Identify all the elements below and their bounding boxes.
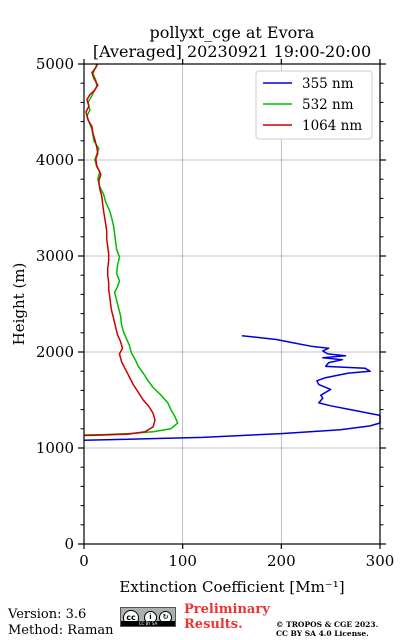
legend-label: 1064 nm bbox=[302, 118, 362, 134]
preliminary-line-2: Results. bbox=[184, 617, 243, 632]
y-tick-label: 2000 bbox=[36, 343, 74, 361]
x-tick-label: 100 bbox=[168, 552, 197, 570]
y-tick-label: 1000 bbox=[36, 439, 74, 457]
x-tick-label: 200 bbox=[267, 552, 296, 570]
legend: 355 nm 532 nm 1064 nm bbox=[255, 70, 373, 140]
preliminary-line-1: Preliminary bbox=[184, 602, 270, 617]
y-tick-label: 4000 bbox=[36, 151, 74, 169]
copyright-line-2: CC BY SA 4.0 License. bbox=[276, 629, 369, 638]
method-text: Method: Raman bbox=[8, 623, 114, 638]
preliminary-results-note: Preliminary Results. bbox=[184, 602, 270, 632]
chart-title: pollyxt_cge at Evora bbox=[150, 23, 315, 42]
legend-box bbox=[255, 70, 373, 140]
extinction-profile-chart: pollyxt_cge at Evora [Averaged] 20230921… bbox=[10, 23, 395, 596]
x-axis-label: Extinction Coefficient [Mm⁻¹] bbox=[119, 578, 344, 596]
series-line-1064-nm bbox=[83, 63, 156, 437]
footer-info: Version: 3.6 Method: Raman bbox=[8, 607, 114, 639]
copyright-line-1: © TROPOS & CGE 2023. bbox=[276, 620, 379, 629]
y-tick-label: 3000 bbox=[36, 247, 74, 265]
y-tick-label: 5000 bbox=[36, 55, 74, 73]
x-tick-label: 300 bbox=[366, 552, 395, 570]
plot-frame bbox=[83, 63, 381, 545]
license-badge-text: CC BY SA bbox=[121, 621, 175, 626]
y-tick-label: 0 bbox=[64, 535, 74, 553]
x-tick-label: 0 bbox=[79, 552, 89, 570]
version-text: Version: 3.6 bbox=[8, 607, 87, 622]
legend-label: 532 nm bbox=[302, 97, 354, 113]
legend-label: 355 nm bbox=[302, 76, 354, 92]
y-axis-label: Height (m) bbox=[10, 263, 28, 346]
copyright-notice: © TROPOS & CGE 2023. CC BY SA 4.0 Licens… bbox=[276, 620, 378, 638]
cc-license-badge: cc i ↻ CC BY SA bbox=[120, 607, 176, 627]
chart-subtitle: [Averaged] 20230921 19:00-20:00 bbox=[93, 42, 371, 61]
series-line-355-nm bbox=[83, 334, 381, 442]
